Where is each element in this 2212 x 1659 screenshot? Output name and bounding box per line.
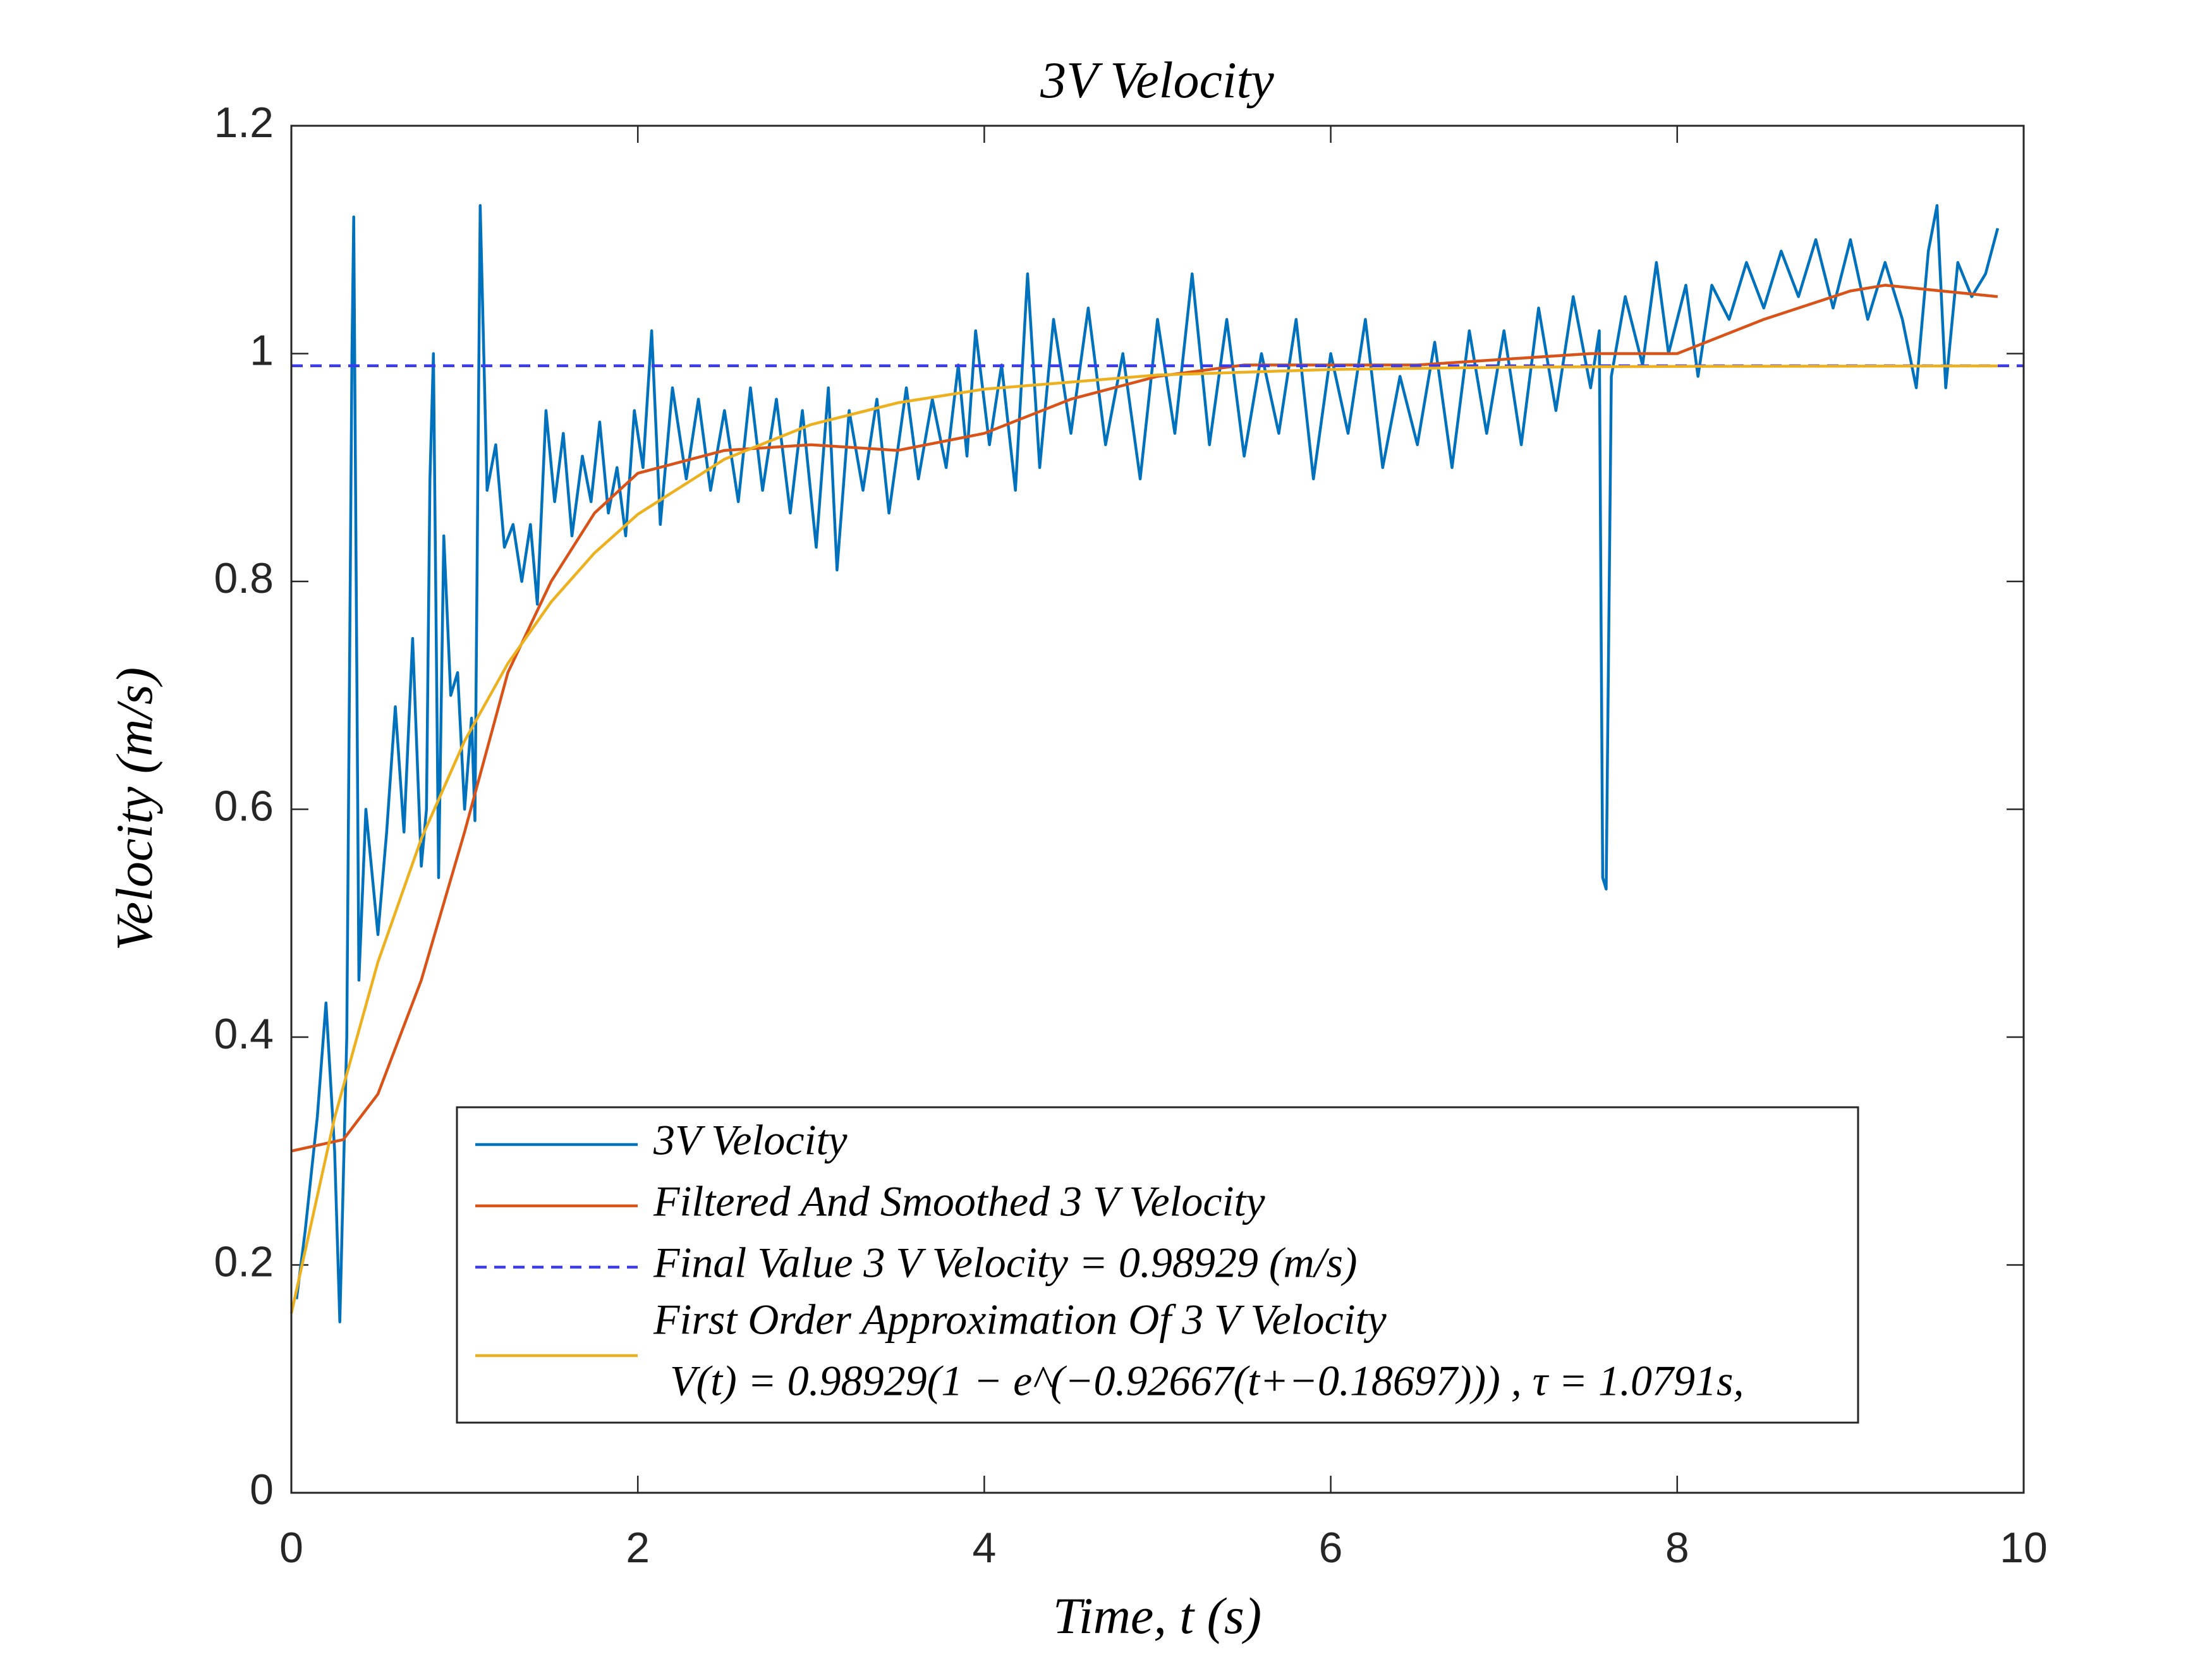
y-axis-label: Velocity (m/s) — [106, 667, 163, 951]
x-tick-label: 0 — [279, 1524, 303, 1572]
legend-label: First Order Approximation Of 3 V Velocit… — [653, 1296, 1387, 1344]
series-line — [291, 284, 1998, 1153]
y-tick-label: 0.6 — [214, 782, 274, 830]
y-tick-label: 0.2 — [214, 1237, 274, 1285]
axes-box — [290, 125, 2025, 1494]
x-tick-label: 10 — [2000, 1524, 2048, 1572]
y-tick-label: 0.8 — [214, 554, 274, 602]
y-tick-label: 1 — [250, 326, 274, 374]
series-line — [295, 204, 2000, 1323]
legend-label: Filtered And Smoothed 3 V Velocity — [653, 1177, 1265, 1225]
legend-note: V(t) = 0.98929(1 − e^(−0.92667(t+−0.1869… — [670, 1357, 1744, 1405]
x-tick-label: 8 — [1665, 1524, 1689, 1572]
x-axis-label: Time, t (s) — [1053, 1587, 1261, 1644]
y-tick-label: 0.4 — [214, 1010, 274, 1058]
x-tick-label: 2 — [626, 1524, 650, 1572]
x-tick-label: 6 — [1319, 1524, 1343, 1572]
x-tick-label: 4 — [972, 1524, 996, 1572]
chart-title: 3V Velocity — [1040, 51, 1274, 109]
y-tick-label: 0 — [250, 1466, 274, 1514]
y-tick-label: 1.2 — [214, 99, 274, 147]
legend-box — [456, 1106, 1859, 1424]
legend-label: 3V Velocity — [653, 1116, 848, 1164]
series-line — [289, 364, 1998, 1314]
legend-label: Final Value 3 V Velocity = 0.98929 (m/s) — [653, 1239, 1358, 1287]
